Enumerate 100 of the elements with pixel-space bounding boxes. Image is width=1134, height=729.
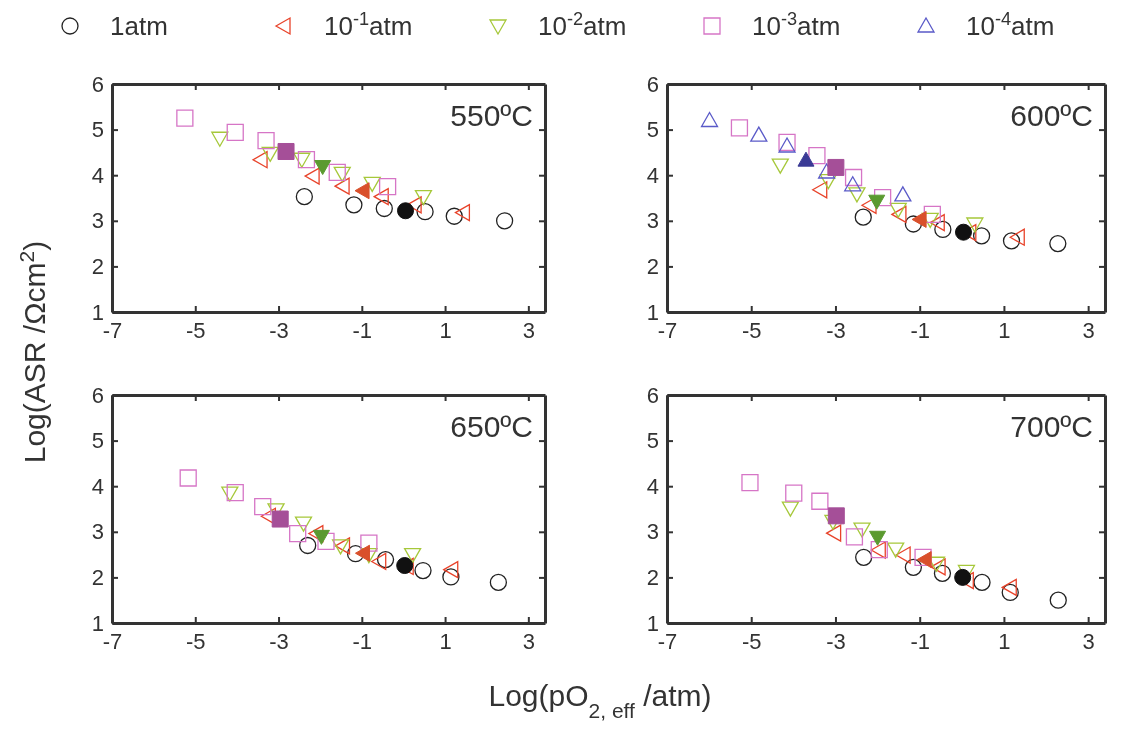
point <box>371 552 387 571</box>
point <box>929 213 945 232</box>
x-tick-label: 3 <box>1082 628 1095 654</box>
point <box>889 202 907 219</box>
y-tick-label: 4 <box>646 473 659 499</box>
point <box>360 534 378 552</box>
x-tick-label: -3 <box>826 628 846 654</box>
point <box>904 215 923 233</box>
x-tick-label: -1 <box>352 317 373 343</box>
point <box>853 522 871 538</box>
point <box>294 516 313 532</box>
point <box>378 177 397 196</box>
x-tick-label: -3 <box>269 317 289 343</box>
point <box>934 220 952 239</box>
point <box>1001 578 1017 597</box>
x-tick-label: -5 <box>741 628 762 654</box>
point <box>297 151 316 169</box>
x-axis-title: Log(pO$_{2, eff}$ /atm) <box>488 679 712 722</box>
point <box>778 137 796 153</box>
y-tick-label: 4 <box>91 473 104 499</box>
point <box>848 187 866 203</box>
y-tick-label: 5 <box>91 428 104 454</box>
point <box>271 510 289 528</box>
point <box>176 109 194 127</box>
point <box>373 187 389 206</box>
point <box>854 208 872 226</box>
point <box>812 181 828 199</box>
y-tick-label: 5 <box>91 117 104 143</box>
point <box>817 163 836 179</box>
point <box>1049 591 1067 609</box>
point <box>334 177 350 195</box>
legend-label: 10$^{-4}$atm <box>966 9 1055 41</box>
x-tick-label: -7 <box>657 628 678 654</box>
point <box>1002 232 1021 250</box>
y-tick-label: 1 <box>91 610 104 636</box>
point <box>868 194 886 210</box>
point <box>700 111 719 128</box>
text: 550ºC <box>450 99 533 132</box>
point <box>785 484 803 502</box>
point <box>895 546 911 564</box>
y-tick-label: 3 <box>646 208 659 234</box>
point <box>257 131 275 150</box>
x-tick-label: -3 <box>826 317 846 343</box>
point <box>797 151 815 167</box>
point <box>827 158 845 176</box>
point <box>923 205 941 224</box>
point <box>887 542 905 558</box>
x-tick-label: 1 <box>439 628 452 654</box>
point <box>312 529 330 545</box>
point <box>179 469 197 487</box>
point <box>771 158 789 174</box>
y-tick-label: 5 <box>646 117 659 143</box>
point <box>454 203 471 222</box>
point <box>293 152 311 168</box>
point <box>221 486 239 502</box>
point <box>741 473 759 492</box>
x-tick-label: 3 <box>1082 317 1095 343</box>
point <box>825 524 842 542</box>
point <box>304 167 320 185</box>
x-tick-label: -1 <box>910 317 930 343</box>
point <box>1001 583 1019 602</box>
point <box>226 483 244 502</box>
y-tick-label: 6 <box>91 71 104 97</box>
x-tick-label: -5 <box>185 317 206 343</box>
point <box>1009 228 1025 246</box>
point <box>376 550 395 569</box>
point <box>252 151 268 169</box>
x-tick-label: -7 <box>102 317 123 343</box>
y-tick-label: 4 <box>646 162 659 188</box>
point <box>904 558 923 576</box>
point <box>295 188 313 206</box>
text: 650ºC <box>450 410 533 443</box>
point <box>819 174 837 190</box>
y-tick-label: 1 <box>91 299 104 325</box>
point <box>844 176 862 192</box>
x-tick-label: -7 <box>657 317 678 343</box>
point <box>345 196 363 214</box>
point <box>442 568 460 586</box>
point <box>750 126 768 142</box>
point <box>933 564 952 582</box>
x-tick-label: -5 <box>185 628 206 654</box>
point <box>443 561 459 579</box>
y-tick-label: 2 <box>646 564 659 590</box>
legend-label: 1atm <box>110 11 168 41</box>
text: 700ºC <box>1010 410 1093 443</box>
point <box>869 530 887 546</box>
legend-label: 10$^{-3}$atm <box>752 9 841 41</box>
point <box>808 146 826 165</box>
point <box>211 131 229 147</box>
point <box>333 166 351 183</box>
point <box>414 189 433 206</box>
x-tick-label: 3 <box>522 628 535 654</box>
point <box>495 212 514 230</box>
point <box>289 524 307 543</box>
point <box>277 142 295 160</box>
point <box>314 160 332 176</box>
y-tick-label: 3 <box>91 208 104 234</box>
point <box>354 182 370 200</box>
text: 600ºC <box>1010 99 1093 132</box>
point <box>844 168 863 187</box>
